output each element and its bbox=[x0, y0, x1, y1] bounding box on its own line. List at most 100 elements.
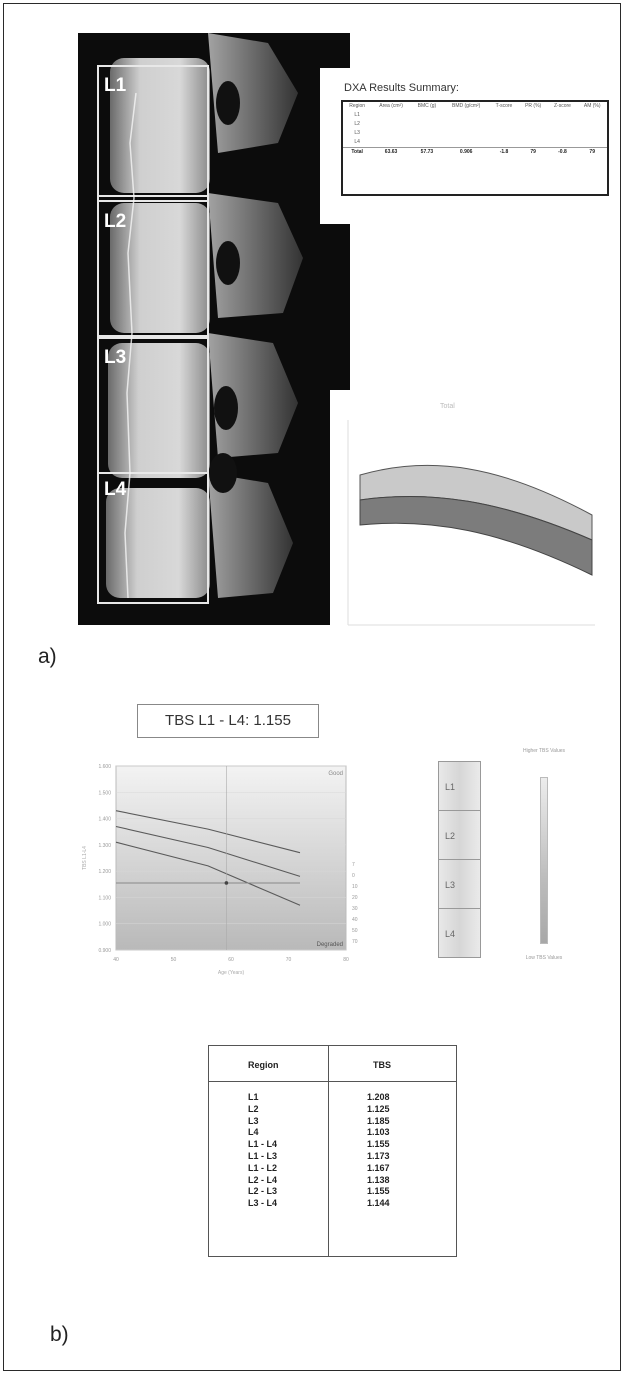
table-cell-region: L2 - L3 bbox=[248, 1186, 278, 1197]
scale-top-label: Higher TBS Values bbox=[522, 748, 566, 754]
strip-label-l4: L4 bbox=[445, 929, 456, 939]
tbs-x-axis-label: Age (Years) bbox=[218, 970, 245, 976]
table-cell-tbs: 1.185 bbox=[367, 1115, 390, 1126]
table-row: L2 1.125 bbox=[209, 1104, 456, 1116]
dxa-row: L2 bbox=[343, 120, 607, 129]
tbs-y-axis-label: TBS L1-L4 bbox=[82, 846, 88, 870]
dxa-summary-title: DXA Results Summary: bbox=[344, 82, 459, 94]
dxa-col-header: PR (%) bbox=[525, 103, 542, 109]
tbs-x-tick: 60 bbox=[228, 957, 234, 963]
dxa-cell: 57.73 bbox=[410, 147, 444, 157]
dxa-cell: 63.63 bbox=[371, 147, 411, 157]
tbs-zone-degraded: Degraded bbox=[317, 942, 343, 948]
table-cell-region: L1 - L2 bbox=[248, 1162, 278, 1173]
tbs-y-tick: 1.200 bbox=[98, 869, 111, 875]
strip-cell: L3 bbox=[439, 860, 480, 909]
tbs-series-line bbox=[115, 810, 301, 854]
bmd-reference-chart: Total bbox=[347, 403, 595, 626]
dxa-summary-table: Region Area (cm²) BMC (g) BMD (g/cm²) T-… bbox=[341, 100, 609, 196]
dxa-cell: 79 bbox=[518, 147, 548, 157]
tbs-series-line bbox=[115, 825, 301, 877]
tbs-patient-marker bbox=[224, 881, 229, 885]
table-cell-region: L2 bbox=[248, 1103, 259, 1114]
dxa-cell: 0.906 bbox=[443, 147, 490, 157]
dxa-cell: 79 bbox=[577, 147, 607, 157]
strip-label-l1: L1 bbox=[445, 782, 456, 792]
table-row: L1 - L2 1.167 bbox=[209, 1163, 456, 1175]
dxa-row: L4 bbox=[343, 138, 607, 148]
dxa-col-header: BMD (g/cm²) bbox=[451, 103, 481, 109]
panel-label-b: b) bbox=[50, 1323, 69, 1346]
table-header-divider bbox=[209, 1081, 456, 1082]
dxa-col-header: Region bbox=[349, 103, 366, 109]
dxa-cell: -1.8 bbox=[489, 147, 519, 157]
table-cell-tbs: 1.208 bbox=[367, 1092, 390, 1102]
tbs-age-chart: 1.600 1.500 1.400 1.300 1.200 1.100 1.000 0.900… bbox=[82, 764, 358, 976]
tbs-right-tick: 70 bbox=[352, 939, 358, 945]
tbs-plot-area bbox=[115, 765, 347, 951]
table-cell-region: L1 - L4 bbox=[248, 1139, 278, 1150]
figure-frame bbox=[3, 3, 621, 1371]
dxa-col-header: T-score bbox=[495, 103, 513, 109]
dxa-total-row: Total 63.63 57.73 0.906 -1.8 79 -0.8 79 bbox=[343, 147, 607, 157]
table-cell-region: L3 bbox=[248, 1115, 259, 1126]
dxa-col-header: AM (%) bbox=[583, 103, 601, 109]
table-cell-region: L3 - L4 bbox=[248, 1198, 278, 1209]
table-row: L2 - L4 1.138 bbox=[209, 1175, 456, 1187]
tbs-right-tick: 0 bbox=[352, 873, 355, 879]
tbs-table-body: L1 1.208 L2 1.125 L3 1.185 L4 1.103 L1 - L4 1.155… bbox=[209, 1092, 456, 1210]
vertebra-label-l1: L1 bbox=[104, 75, 127, 96]
tbs-zone-good: Good bbox=[328, 771, 343, 777]
tbs-x-tick: 70 bbox=[286, 957, 292, 963]
table-cell-region: L1 bbox=[248, 1092, 259, 1102]
tbs-y-tick: 1.100 bbox=[98, 895, 111, 901]
strip-cell: L4 bbox=[439, 909, 480, 957]
tbs-right-tick: 10 bbox=[352, 884, 358, 890]
dxa-cell: L1 bbox=[354, 112, 360, 118]
tbs-x-tick: 80 bbox=[343, 957, 349, 963]
tbs-results-table: Region TBS L1 1.208 L2 1.125 L3 1.185 L4 1.103 L… bbox=[208, 1045, 457, 1257]
dxa-cell: -0.8 bbox=[547, 147, 578, 157]
table-cell-tbs: 1.167 bbox=[367, 1162, 390, 1173]
table-cell-tbs: 1.155 bbox=[367, 1186, 390, 1197]
panel-label-a: a) bbox=[38, 645, 57, 668]
dxa-col-header: Area (cm²) bbox=[379, 103, 403, 109]
table-row: L3 - L4 1.144 bbox=[209, 1198, 456, 1210]
tbs-title: TBS L1 - L4: 1.155 bbox=[137, 704, 319, 738]
table-row: L4 1.103 bbox=[209, 1127, 456, 1139]
tbs-vertebra-strip: L1 L2 L3 L4 bbox=[438, 761, 481, 958]
vertebra-label-l3: L3 bbox=[104, 347, 127, 368]
table-row: L3 1.185 bbox=[209, 1116, 456, 1128]
tbs-series-line bbox=[115, 841, 301, 906]
table-column-divider bbox=[328, 1046, 329, 1256]
tbs-right-tick: 40 bbox=[352, 917, 358, 923]
dxa-cell: L3 bbox=[354, 130, 360, 136]
scale-bottom-label: Low TBS Values bbox=[525, 955, 563, 961]
tbs-y-tick: 1.600 bbox=[98, 764, 111, 770]
dxa-cell: L4 bbox=[354, 139, 360, 145]
table-cell-region: L4 bbox=[248, 1127, 259, 1138]
dxa-col-header: Z-score bbox=[553, 103, 571, 109]
dxa-col-header: BMC (g) bbox=[417, 103, 437, 109]
dxa-summary-panel bbox=[320, 68, 610, 224]
table-row: L1 1.208 bbox=[209, 1092, 456, 1104]
table-row: L1 - L4 1.155 bbox=[209, 1139, 456, 1151]
tbs-right-tick: 50 bbox=[352, 928, 358, 934]
table-cell-tbs: 1.155 bbox=[367, 1139, 390, 1150]
tbs-x-tick: 50 bbox=[171, 957, 177, 963]
dxa-cell: L2 bbox=[354, 121, 360, 127]
table-cell-region: L1 - L3 bbox=[248, 1150, 278, 1161]
tbs-y-tick: 0.900 bbox=[98, 948, 111, 954]
table-cell-tbs: 1.173 bbox=[367, 1150, 390, 1161]
table-cell-tbs: 1.125 bbox=[367, 1103, 390, 1114]
tbs-y-tick: 1.500 bbox=[98, 790, 111, 796]
dxa-spine-image: L1 L2 L3 L4 bbox=[78, 33, 350, 625]
table-cell-tbs: 1.103 bbox=[367, 1127, 390, 1138]
table-header-region: Region bbox=[248, 1060, 279, 1070]
tbs-scale-bar bbox=[540, 777, 548, 944]
table-row: L2 - L3 1.155 bbox=[209, 1186, 456, 1198]
table-cell-region: L2 - L4 bbox=[248, 1174, 278, 1185]
table-header-tbs: TBS bbox=[373, 1060, 391, 1070]
tbs-right-tick: 20 bbox=[352, 895, 358, 901]
table-cell-tbs: 1.144 bbox=[367, 1198, 390, 1209]
